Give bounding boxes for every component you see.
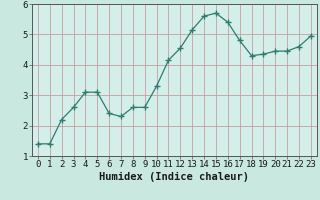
X-axis label: Humidex (Indice chaleur): Humidex (Indice chaleur): [100, 172, 249, 182]
